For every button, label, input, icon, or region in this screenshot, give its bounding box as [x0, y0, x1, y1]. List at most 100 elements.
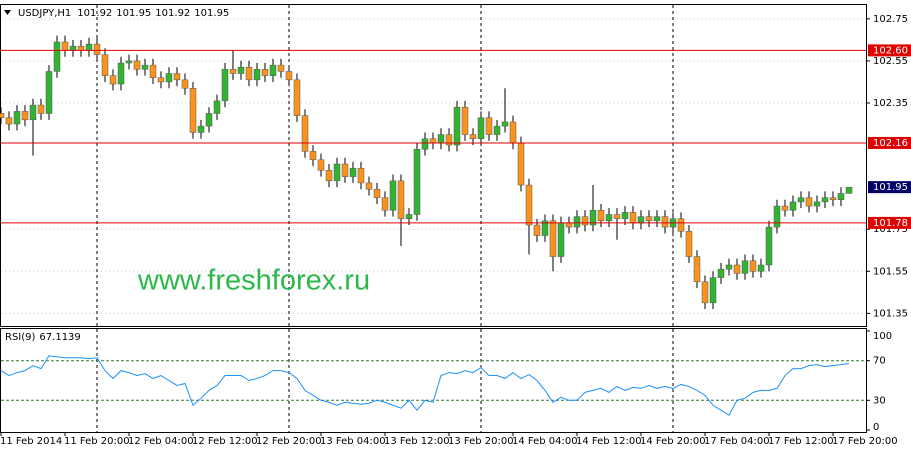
candle-body	[101, 54, 109, 76]
x-tick-label: 12 Feb 20:00	[256, 436, 322, 447]
price-label-box	[868, 136, 911, 149]
y-tick-label: 101.75	[873, 224, 908, 235]
candle-body	[749, 260, 757, 272]
watermark: www.freshforex.ru	[137, 265, 370, 297]
candle-body	[701, 281, 709, 304]
rsi-title: RSI(9)	[5, 332, 36, 343]
candle-body	[21, 111, 29, 121]
rsi-line	[0, 355, 850, 416]
header-price: 101.92	[155, 8, 190, 19]
x-tick-label: 14 Feb 20:00	[640, 436, 706, 447]
candle-body	[293, 79, 301, 116]
candle-body	[621, 212, 629, 219]
candle-body	[813, 201, 821, 207]
candle-body	[677, 218, 685, 232]
candle-body	[37, 104, 45, 114]
candle-body	[165, 73, 173, 83]
candle-body	[221, 69, 229, 102]
x-tick-label: 17 Feb 20:00	[832, 436, 898, 447]
candle-body	[205, 113, 213, 127]
candle-body	[213, 100, 221, 114]
candle-body	[261, 69, 269, 76]
candle-body	[661, 216, 669, 228]
candle-body	[573, 216, 581, 228]
menu-arrow	[4, 10, 11, 15]
symbol: USDJPY,H1	[18, 8, 71, 19]
candle-body	[357, 167, 365, 184]
candle-body	[469, 134, 477, 140]
candle-body	[765, 226, 773, 266]
candle-body	[149, 64, 157, 78]
candle-body	[53, 41, 61, 72]
rsi-frame	[0, 328, 867, 433]
candle-body	[509, 121, 517, 144]
candle-body	[405, 214, 413, 219]
candle-body	[85, 43, 93, 51]
candle-body	[277, 64, 285, 72]
candle-body	[413, 149, 421, 215]
candle-body	[389, 180, 397, 211]
x-tick-label: 11 Feb 2014	[0, 436, 62, 447]
candle-body	[269, 64, 277, 76]
candle-body	[525, 184, 533, 226]
candle-body	[645, 216, 653, 222]
candle-body	[597, 210, 605, 222]
candle-body	[445, 134, 453, 146]
bid-label: 101.95	[873, 182, 908, 193]
candle-body	[565, 222, 573, 228]
candle-body	[93, 43, 101, 55]
candle-body	[109, 75, 117, 85]
candle-body	[397, 180, 405, 219]
candle-body	[533, 224, 541, 236]
candle-body	[45, 71, 53, 114]
candle-body	[317, 159, 325, 171]
candle-body	[477, 117, 485, 140]
candle-body	[549, 220, 557, 257]
candle-body	[773, 205, 781, 228]
candle-body	[845, 186, 853, 194]
candle-body	[453, 106, 461, 146]
candle-body	[589, 210, 597, 226]
y-tick-label: 102.35	[873, 98, 908, 109]
candle-body	[133, 60, 141, 70]
candle-body	[0, 113, 5, 118]
header-price: 101.92	[77, 8, 112, 19]
y-tick-label: 101.35	[873, 308, 908, 319]
y-tick-label: 102.55	[873, 56, 908, 67]
bid-label-box	[868, 181, 911, 194]
candle-body	[781, 205, 789, 211]
candle-body	[757, 264, 765, 272]
candle-body	[125, 60, 133, 64]
candle-body	[725, 264, 733, 270]
candle-body	[77, 45, 85, 51]
candle-body	[789, 201, 797, 211]
candle-body	[381, 197, 389, 211]
candle-body	[829, 197, 837, 201]
price-label: 101.78	[873, 218, 908, 229]
candle-body	[301, 115, 309, 152]
candle-body	[605, 214, 613, 222]
candle-body	[637, 216, 645, 224]
candle-body	[285, 71, 293, 81]
y-tick-label: 0	[873, 422, 879, 433]
candle-body	[325, 170, 333, 182]
candle-body	[13, 111, 21, 125]
price-label: 102.16	[873, 138, 908, 149]
candle-body	[693, 256, 701, 283]
x-tick-label: 11 Feb 20:00	[64, 436, 130, 447]
candle-body	[805, 197, 813, 207]
candle-body	[61, 41, 69, 51]
candle-body	[245, 66, 253, 81]
price-label: 102.60	[873, 45, 908, 56]
candle-body	[237, 66, 245, 74]
candle-body	[613, 214, 621, 219]
candle-body	[429, 138, 437, 144]
candle-body	[461, 106, 469, 135]
header-price: 101.95	[116, 8, 151, 19]
candle-body	[629, 212, 637, 224]
candle-body	[541, 220, 549, 236]
candle-body	[309, 151, 317, 161]
candle-body	[157, 77, 165, 83]
